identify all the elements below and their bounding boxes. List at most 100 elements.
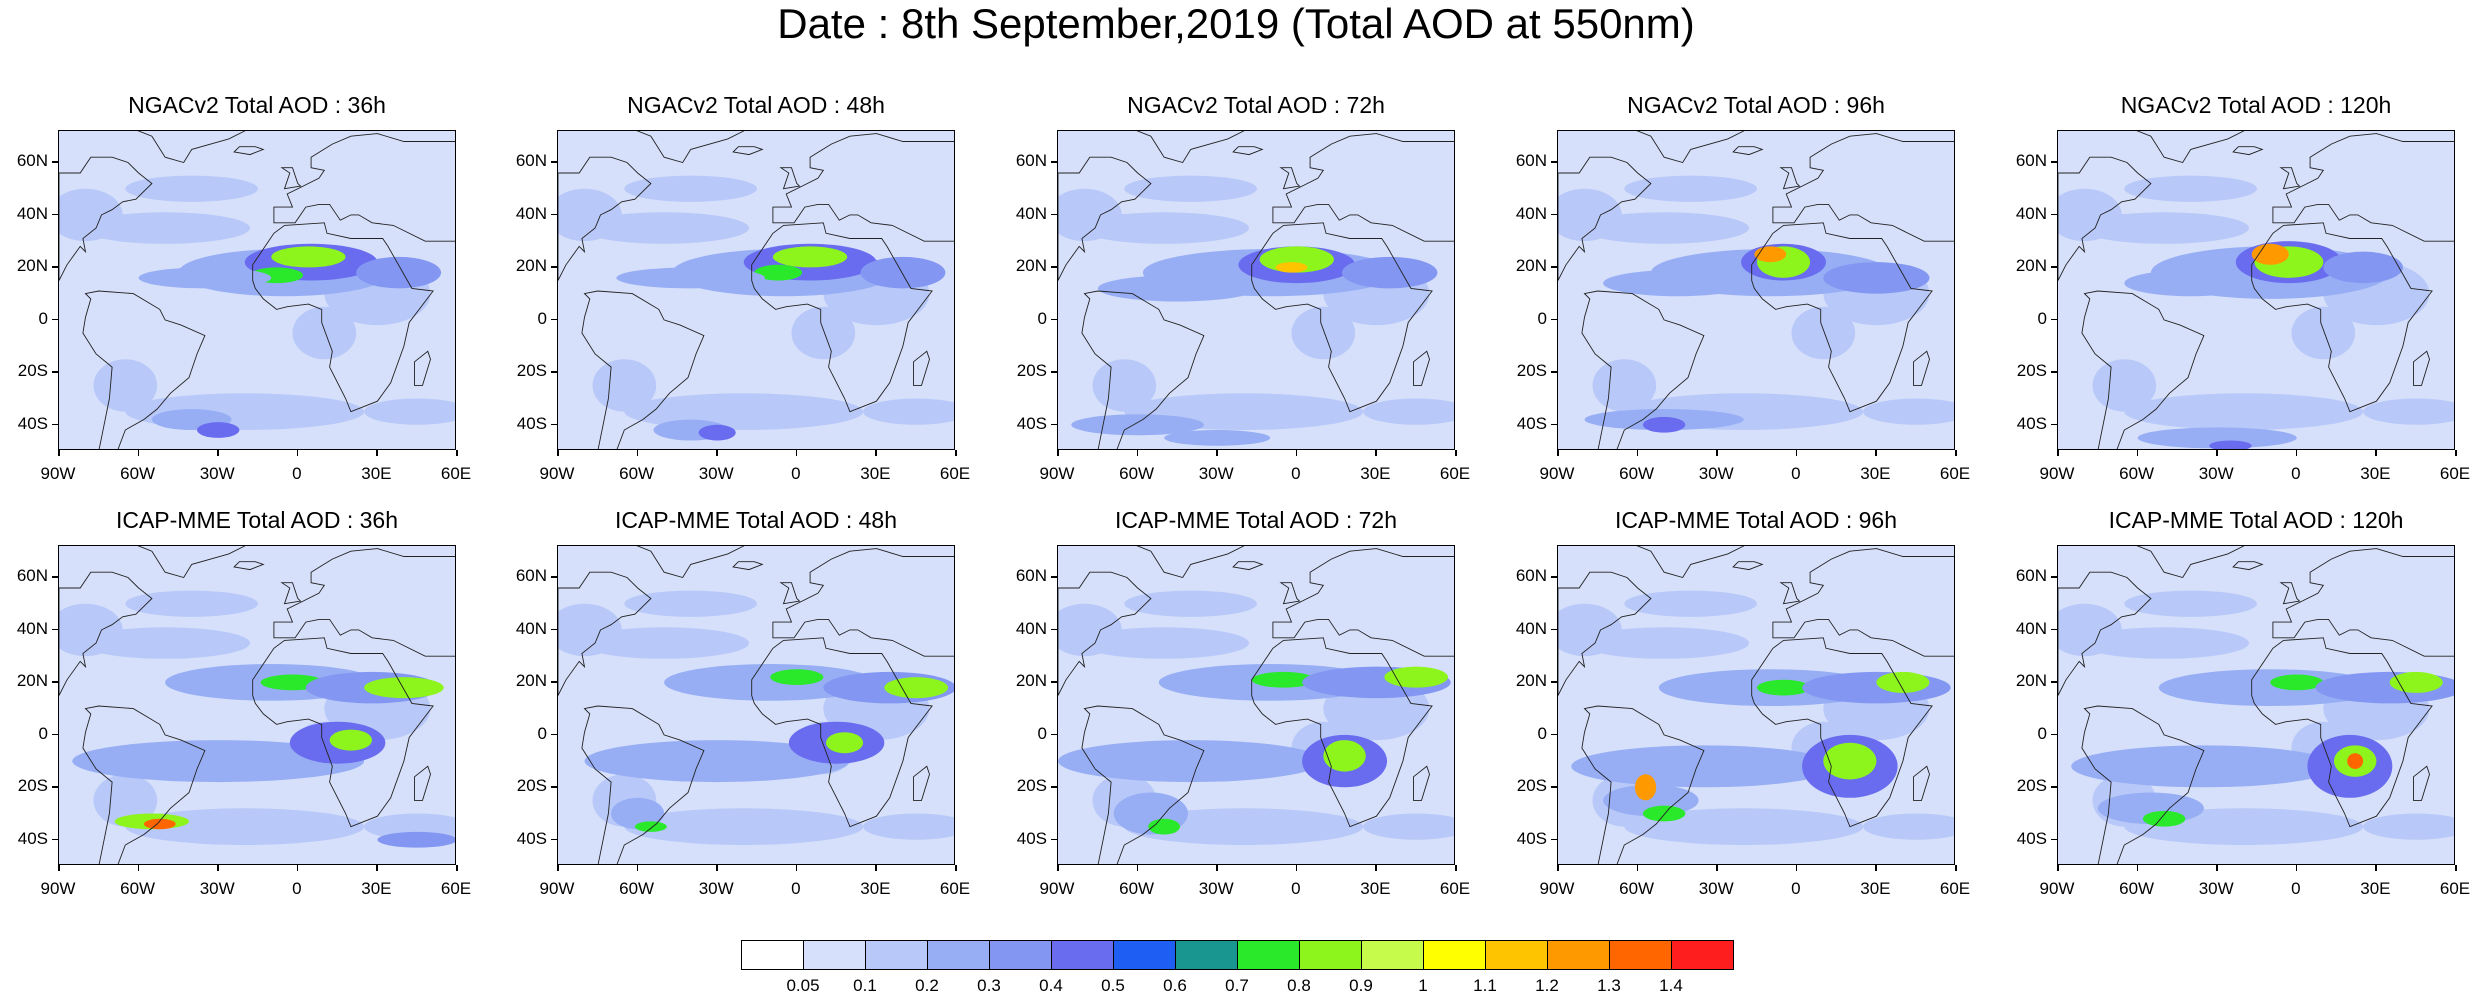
colorbar-swatch bbox=[1299, 940, 1362, 970]
aod-plume bbox=[1384, 666, 1449, 688]
lon-tick-label: 60W bbox=[1119, 879, 1155, 898]
coastline bbox=[1636, 546, 1745, 579]
lat-tick-label: 20N bbox=[16, 671, 48, 691]
lon-tick bbox=[1375, 450, 1377, 456]
lon-tick bbox=[2216, 865, 2218, 871]
aod-background-region bbox=[2095, 304, 2181, 362]
coastline bbox=[252, 222, 434, 413]
panel-title: ICAP-MME Total AOD : 36h bbox=[115, 507, 399, 533]
lon-tick-label: 60W bbox=[2119, 464, 2155, 483]
coastline bbox=[772, 133, 954, 242]
aod-background-region bbox=[2124, 590, 2257, 617]
lat-tick bbox=[551, 266, 557, 268]
aod-plume bbox=[2347, 753, 2364, 769]
lon-tick bbox=[2216, 450, 2218, 456]
lon-tick bbox=[1716, 865, 1718, 871]
coastline bbox=[913, 350, 930, 386]
aod-plume bbox=[1634, 774, 1657, 801]
coastline bbox=[273, 548, 455, 657]
lat-tick-label: 40S bbox=[2016, 828, 2047, 848]
coastline bbox=[581, 705, 705, 864]
lon-tick-label: 30W bbox=[1698, 879, 1734, 898]
lat-tick bbox=[551, 576, 557, 578]
coastline bbox=[2272, 548, 2454, 657]
lat-tick-label: 60N bbox=[1515, 566, 1547, 586]
aod-field bbox=[558, 546, 954, 864]
lat-tick-label: 60N bbox=[16, 566, 48, 586]
coastline bbox=[1772, 548, 1954, 657]
lon-tick bbox=[296, 865, 299, 871]
lon-tick-label: 30W bbox=[1198, 879, 1234, 898]
aod-plume bbox=[329, 729, 373, 751]
lat-tick-label: 60N bbox=[515, 151, 547, 171]
lon-tick bbox=[137, 450, 140, 456]
lat-tick bbox=[1551, 213, 1557, 216]
coastline bbox=[82, 705, 206, 864]
lon-tick-label: 0 bbox=[292, 464, 302, 483]
lon-tick bbox=[2136, 450, 2139, 456]
aod-plume bbox=[2158, 669, 2382, 706]
lon-tick bbox=[1136, 450, 1139, 456]
aod-plume bbox=[634, 821, 667, 832]
coastline bbox=[1272, 133, 1454, 242]
aod-plume bbox=[2142, 810, 2186, 827]
lat-tick bbox=[1551, 318, 1557, 321]
aod-map-panel bbox=[1057, 130, 1455, 450]
aod-background-region bbox=[1124, 590, 1257, 617]
aod-plume bbox=[356, 256, 442, 289]
colorbar-swatch bbox=[803, 940, 866, 970]
lon-tick bbox=[1875, 865, 1877, 871]
aod-plume bbox=[754, 264, 803, 281]
lon-tick-label: 60E bbox=[939, 879, 971, 898]
aod-plume bbox=[616, 267, 765, 289]
coastline bbox=[280, 582, 302, 605]
aod-map-panel bbox=[557, 545, 955, 865]
coastline bbox=[2279, 167, 2301, 190]
lat-tick bbox=[52, 371, 58, 373]
coastline bbox=[732, 561, 764, 571]
lat-tick bbox=[1051, 423, 1057, 426]
lat-tick-label: 20S bbox=[1516, 776, 1547, 796]
lat-tick-label: 20N bbox=[2015, 671, 2047, 691]
colorbar-label: 0.1 bbox=[853, 976, 877, 995]
lon-tick bbox=[1216, 450, 1218, 456]
coastline bbox=[1779, 582, 1801, 605]
lon-tick bbox=[795, 450, 798, 456]
coastline bbox=[1232, 561, 1264, 571]
lat-tick-label: 40N bbox=[1515, 203, 1547, 223]
aod-plume bbox=[1571, 745, 1837, 788]
lon-tick bbox=[217, 865, 219, 871]
lat-tick bbox=[551, 371, 557, 373]
lat-tick bbox=[52, 576, 58, 578]
lat-tick bbox=[2051, 628, 2057, 631]
colorbar-swatch bbox=[1175, 940, 1238, 970]
aod-plume bbox=[271, 246, 346, 268]
aod-field bbox=[2058, 131, 2454, 449]
aod-field bbox=[59, 546, 455, 864]
lat-tick bbox=[1051, 213, 1057, 216]
coastline bbox=[1751, 637, 1933, 828]
lon-tick-label: 60W bbox=[120, 879, 156, 898]
aod-plume bbox=[143, 818, 176, 830]
lon-tick bbox=[716, 450, 718, 456]
lon-tick-label: 30E bbox=[361, 464, 392, 483]
lon-tick-label: 60E bbox=[2439, 464, 2471, 483]
lon-tick-label: 30E bbox=[1860, 879, 1891, 898]
coastline bbox=[1136, 131, 1245, 164]
lon-tick bbox=[1455, 865, 1457, 871]
colorbar-label: 1.3 bbox=[1597, 976, 1621, 995]
lat-tick-label: 20S bbox=[17, 361, 48, 381]
lon-tick bbox=[1295, 450, 1298, 456]
lon-tick-label: 90W bbox=[539, 879, 575, 898]
lon-tick bbox=[1057, 865, 1059, 871]
lon-tick-label: 90W bbox=[1039, 464, 1075, 483]
colorbar-swatch bbox=[989, 940, 1052, 970]
lat-tick bbox=[2051, 318, 2057, 321]
aod-background-region bbox=[80, 212, 251, 244]
lat-tick bbox=[551, 318, 557, 321]
panel-title: NGACv2 Total AOD : 48h bbox=[627, 92, 885, 118]
aod-background-region bbox=[2291, 306, 2356, 360]
lon-tick-label: 90W bbox=[40, 879, 76, 898]
lon-tick-label: 0 bbox=[2291, 464, 2301, 483]
coastline bbox=[414, 765, 431, 801]
